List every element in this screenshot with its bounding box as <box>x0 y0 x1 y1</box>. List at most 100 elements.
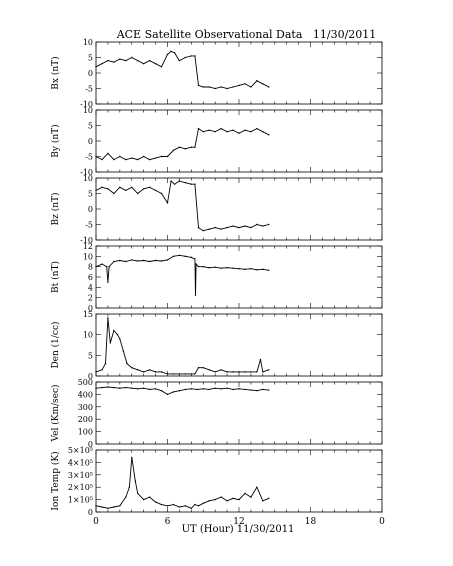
data-point <box>214 387 216 389</box>
data-point <box>107 507 109 509</box>
data-point <box>232 267 234 269</box>
panel-frame <box>95 313 383 377</box>
data-point <box>214 266 216 268</box>
data-point <box>194 183 196 185</box>
data-point <box>119 155 121 158</box>
data-point <box>232 129 234 131</box>
data-point <box>197 127 200 130</box>
data-point <box>190 146 193 148</box>
y-tick-label: 300 <box>78 403 93 412</box>
data-point <box>197 84 200 87</box>
data-point <box>160 503 163 506</box>
data-point <box>262 500 264 502</box>
data-point <box>268 86 270 88</box>
y-tick-label: 100 <box>78 428 93 437</box>
data-point <box>113 61 115 63</box>
y-tick-label: 8 <box>88 263 93 272</box>
data-point <box>208 388 210 391</box>
data-point <box>134 480 137 482</box>
data-point <box>148 260 151 263</box>
y-axis-label: Den (1/cc) <box>50 321 61 368</box>
data-point <box>101 263 103 265</box>
data-point <box>148 158 151 161</box>
data-point <box>154 189 157 192</box>
data-point <box>202 230 204 232</box>
data-point <box>190 55 193 57</box>
data-point <box>197 265 200 268</box>
data-point <box>214 498 216 501</box>
y-tick-label: 12 <box>83 242 93 251</box>
data-point <box>184 181 187 184</box>
data-point <box>244 83 246 85</box>
data-point <box>197 367 200 369</box>
data-point <box>101 386 103 389</box>
data-point <box>113 158 115 161</box>
panel-1: 10 5 0 -5 -10 By (nT) <box>50 106 383 177</box>
data-point <box>107 152 109 155</box>
data-point <box>142 387 145 389</box>
data-point <box>154 157 157 159</box>
data-point <box>194 55 196 57</box>
y-axis-label: Ion Temp (K) <box>50 451 61 510</box>
data-point <box>262 371 264 373</box>
data-point <box>232 497 234 500</box>
data-point <box>262 268 264 270</box>
data-point <box>154 371 157 373</box>
y-tick-label: 4 <box>88 283 93 292</box>
data-point <box>226 500 228 502</box>
data-point <box>95 505 97 507</box>
y-tick-label: 1×10⁵ <box>68 496 93 505</box>
data-point <box>178 59 181 62</box>
data-point <box>256 371 258 373</box>
data-point <box>197 505 200 507</box>
data-point <box>256 80 258 82</box>
x-tick-label: 18 <box>305 517 317 527</box>
data-point <box>250 496 252 498</box>
data-point <box>208 129 210 131</box>
data-point <box>262 83 264 85</box>
data-point <box>238 84 240 87</box>
series-line <box>95 127 270 161</box>
data-point <box>202 265 204 268</box>
data-point <box>106 265 108 268</box>
data-point <box>166 202 169 204</box>
panel-frame <box>95 109 383 173</box>
panel-5: 500 400 300 200 100 0 Vel (Km/sec) <box>50 378 383 449</box>
data-point <box>104 362 107 365</box>
data-point <box>172 503 175 506</box>
data-point <box>119 186 121 188</box>
data-point <box>95 66 97 68</box>
data-point <box>137 260 139 262</box>
y-tick-label: 10 <box>83 252 93 261</box>
data-point <box>208 500 210 502</box>
data-point <box>142 188 145 190</box>
x-axis-label: UT (Hour) 11/30/2011 <box>182 524 295 535</box>
y-axis-label: Vel (Km/sec) <box>50 384 61 442</box>
data-point <box>109 342 112 344</box>
x-tick-label: 0 <box>93 517 99 527</box>
data-point <box>232 86 234 88</box>
data-point <box>166 505 169 507</box>
data-point <box>190 507 193 509</box>
series-line <box>95 254 269 296</box>
data-point <box>256 269 258 271</box>
y-tick-label: -5 <box>85 153 93 162</box>
data-point <box>226 371 228 373</box>
data-point <box>113 506 115 508</box>
data-point <box>256 223 258 226</box>
data-point <box>238 371 240 373</box>
y-tick-label: 10 <box>83 174 93 183</box>
data-point <box>214 226 216 229</box>
data-point <box>108 265 110 268</box>
data-point <box>107 386 109 388</box>
data-point <box>166 155 169 158</box>
y-tick-label: 0 <box>88 440 93 449</box>
data-point <box>128 486 131 488</box>
data-point <box>178 146 181 148</box>
y-tick-label: 0 <box>88 304 93 313</box>
y-axis-label: Bz (nT) <box>50 192 61 225</box>
data-point <box>268 223 270 226</box>
data-point <box>220 127 222 130</box>
data-point <box>195 263 197 265</box>
